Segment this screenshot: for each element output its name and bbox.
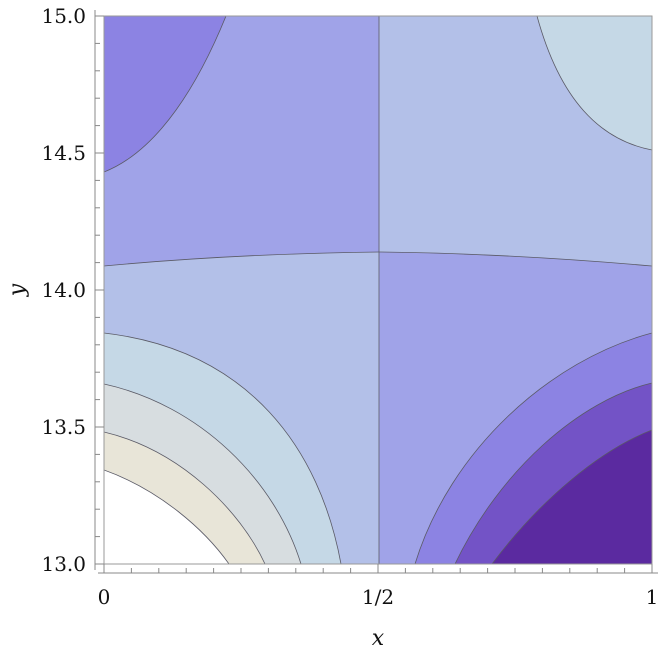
contour-line-top-left — [104, 16, 227, 173]
region-purple-top-left-corner — [104, 16, 226, 172]
contour-line-horizontal-right — [378, 251, 652, 267]
contour-lines — [104, 16, 652, 564]
contour-line-horizontal-left — [104, 251, 380, 267]
contour-line-br-3 — [491, 429, 652, 564]
contour-line-bl-4 — [104, 469, 230, 564]
contour-line-bl-3 — [104, 431, 266, 564]
x-axis-label: x — [372, 626, 385, 651]
y-tick-label: 13.5 — [41, 415, 86, 439]
y-tick-label: 15.0 — [41, 4, 86, 28]
region-deep-purple-bottom-right — [492, 430, 652, 564]
y-tick-label: 14.0 — [41, 278, 86, 302]
y-axis: 13.0 13.5 14.0 14.5 15.0 — [41, 4, 104, 576]
contour-line-br-2 — [454, 382, 652, 564]
contour-line-bl-1 — [104, 332, 342, 564]
contour-line-br-1 — [414, 332, 652, 564]
plot-area — [104, 16, 652, 564]
contour-line-bl-2 — [104, 383, 302, 564]
y-tick-label: 13.0 — [41, 552, 86, 576]
y-axis-label: y — [5, 283, 30, 297]
x-tick-label: 0 — [98, 585, 111, 609]
y-tick-label: 14.5 — [41, 141, 86, 165]
contour-line-top-right — [536, 16, 652, 151]
x-axis: 0 1/2 1 — [98, 564, 659, 609]
region-white-bottom-left — [104, 470, 229, 564]
x-tick-label: 1/2 — [362, 585, 394, 609]
x-tick-label: 1 — [646, 585, 659, 609]
region-pale-blue-top-right-corner — [537, 16, 652, 150]
